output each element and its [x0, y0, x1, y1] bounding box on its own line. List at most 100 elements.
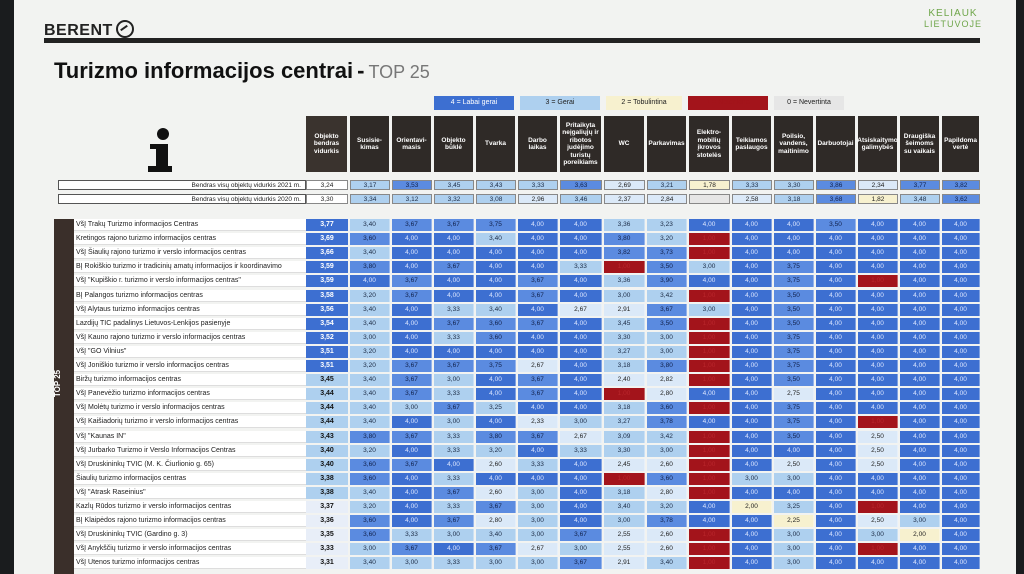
rating-cell: 4,00: [689, 515, 730, 528]
rating-cell: 3,00: [518, 557, 558, 570]
rating-cell: 4,00: [942, 219, 980, 231]
column-header: Atsiskaitymo galimybės: [857, 116, 898, 172]
rating-cell: 4,00: [689, 416, 730, 429]
rating-cell: 4,00: [900, 331, 940, 344]
rating-cell: 4,00: [900, 501, 940, 513]
rating-cell: 3,75: [774, 261, 814, 274]
row-score: 3,31: [306, 557, 348, 570]
rating-cell: 4,00: [392, 416, 432, 429]
rating-cell: 4,00: [900, 430, 940, 443]
rating-cell: 3,18: [604, 402, 645, 415]
average-cell: 2,34: [858, 180, 898, 190]
rating-cell: 3,30: [604, 444, 645, 457]
rating-cell: 4,00: [942, 289, 980, 302]
rating-cell: 4,00: [942, 233, 980, 246]
rating-cell: 4,00: [476, 388, 516, 401]
rating-cell: 4,00: [732, 416, 772, 429]
rating-cell: 4,00: [900, 317, 940, 330]
rating-cell: 1,00: [689, 402, 730, 415]
legend-item: 4 = Labai gerai: [434, 96, 514, 110]
rating-cell: 3,50: [774, 303, 814, 316]
rating-cell: 3,67: [434, 219, 474, 231]
rating-cell: 3,67: [476, 543, 516, 556]
rating-cell: 4,00: [689, 219, 730, 231]
rating-cell: 4,00: [476, 416, 516, 429]
column-header: Parkavimas: [647, 116, 686, 172]
rating-cell: 4,00: [816, 289, 856, 302]
average-cell: 2,37: [604, 194, 645, 204]
rating-cell: 3,00: [518, 515, 558, 528]
rating-cell: 4,00: [560, 486, 602, 499]
rating-cell: 4,00: [900, 233, 940, 246]
row-name: BĮ Palangos turizmo informacijos centras: [74, 289, 320, 302]
rating-cell: 4,00: [560, 402, 602, 415]
rating-cell: 3,50: [647, 261, 687, 274]
rating-cell: 4,00: [816, 261, 856, 274]
rating-cell: 4,00: [476, 289, 516, 302]
rating-cell: 3,60: [350, 529, 390, 542]
rating-cell: 4,00: [392, 261, 432, 274]
rating-cell: 3,78: [647, 515, 687, 528]
column-header: Tvarka: [476, 116, 515, 172]
average-cell: 3,48: [900, 194, 940, 204]
rating-cell: 3,00: [434, 416, 474, 429]
rating-cell: 4,00: [858, 303, 898, 316]
rating-cell: 4,00: [476, 247, 516, 260]
rating-cell: 3,60: [350, 472, 390, 485]
rating-cell: 4,00: [732, 430, 772, 443]
rating-cell: 4,00: [942, 430, 980, 443]
rating-cell: 4,00: [560, 388, 602, 401]
rating-cell: 3,40: [350, 402, 390, 415]
column-header: Elektro-mobilių įkrovos stotelės: [689, 116, 729, 172]
rating-cell: 3,75: [476, 219, 516, 231]
rating-cell: 3,67: [434, 515, 474, 528]
rating-cell: 4,00: [689, 388, 730, 401]
rating-cell: 3,60: [476, 317, 516, 330]
rating-cell: 4,00: [732, 360, 772, 372]
row-score: 3,40: [306, 444, 348, 457]
rating-cell: 2,67: [518, 543, 558, 556]
rating-cell: 1,00: [689, 472, 730, 485]
rating-cell: 1,00: [689, 289, 730, 302]
rating-cell: 1,00: [689, 444, 730, 457]
average-cell: 3,43: [476, 180, 516, 190]
rating-cell: 3,40: [350, 557, 390, 570]
rating-cell: 4,00: [392, 472, 432, 485]
row-score: 3,51: [306, 345, 348, 358]
rating-cell: 4,00: [816, 402, 856, 415]
rating-cell: 2,50: [858, 458, 898, 471]
rating-cell: 4,00: [560, 472, 602, 485]
rating-cell: 1,00: [689, 233, 730, 246]
rating-cell: 3,80: [647, 360, 687, 372]
row-name: VšĮ Jurbarko Turizmo ir Verslo Informaci…: [74, 444, 320, 457]
rating-cell: 2,67: [518, 360, 558, 372]
rating-cell: 3,75: [774, 416, 814, 429]
row-score: 3,58: [306, 289, 348, 302]
corner-logo-line1: KELIAUK: [928, 8, 978, 19]
rating-cell: 3,00: [518, 486, 558, 499]
rating-cell: 3,60: [647, 402, 687, 415]
brand-mark-icon: [115, 20, 134, 38]
column-header: Darbuotojai: [816, 116, 855, 172]
row-name: VšĮ "Kaunas IN": [74, 430, 320, 443]
rating-cell: 2,80: [647, 388, 687, 401]
rating-cell: 3,67: [392, 360, 432, 372]
rating-cell: 4,00: [942, 303, 980, 316]
rating-cell: 2,00: [900, 529, 940, 542]
rating-cell: 4,00: [942, 317, 980, 330]
column-header: Pritaikyta neįgaliųjų ir ribotos judėjim…: [560, 116, 601, 172]
rating-cell: 3,60: [350, 233, 390, 246]
rating-cell: 4,00: [900, 275, 940, 288]
rating-cell: 4,00: [774, 219, 814, 231]
rating-cell: 4,00: [392, 317, 432, 330]
rating-cell: 4,00: [560, 275, 602, 288]
rating-cell: 1,00: [858, 275, 898, 288]
rating-cell: 3,23: [647, 219, 687, 231]
row-name: BĮ Klaipėdos rajono turizmo informacijos…: [74, 515, 320, 528]
rating-cell: 3,18: [604, 486, 645, 499]
row-score: 3,66: [306, 247, 348, 260]
rating-cell: 3,67: [392, 289, 432, 302]
rating-cell: 2,67: [560, 303, 602, 316]
rating-cell: 4,00: [816, 317, 856, 330]
legend-item: 3 = Gerai: [520, 96, 600, 110]
